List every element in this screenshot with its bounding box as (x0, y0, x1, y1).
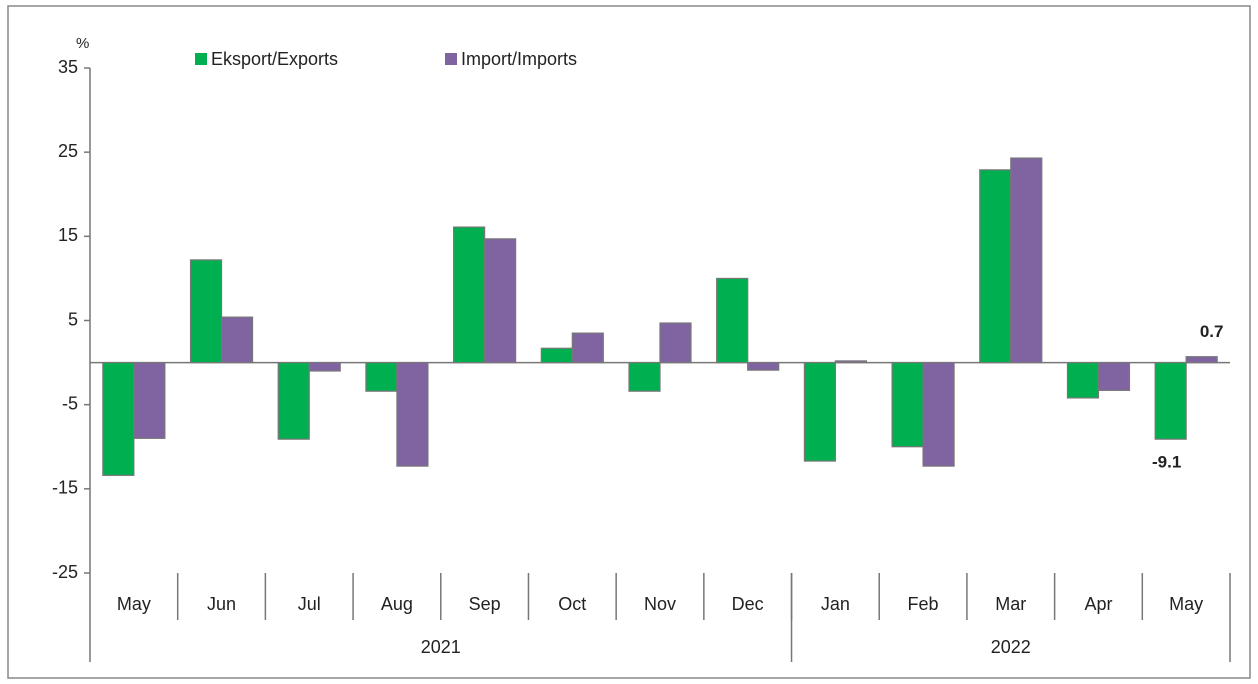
y-tick-label: 35 (58, 57, 78, 77)
bar (220, 316, 254, 364)
bar (659, 322, 692, 364)
legend-label: Import/Imports (461, 49, 577, 69)
bar (891, 361, 924, 448)
bar (277, 361, 310, 440)
bar (716, 277, 749, 364)
y-tick-label: -5 (62, 393, 78, 413)
bar (1010, 157, 1043, 364)
bar (540, 347, 573, 364)
bar (1154, 361, 1187, 440)
data-label: -9.1 (1152, 453, 1181, 472)
bar (308, 361, 341, 372)
bar (922, 361, 955, 467)
frame (7, 5, 1251, 679)
x-tick-label: Nov (644, 594, 676, 614)
bar (1185, 356, 1218, 364)
x-tick-label: Apr (1084, 594, 1112, 614)
x-tick-label: Aug (381, 594, 413, 614)
y-tick-label: -15 (52, 478, 78, 498)
bar (834, 360, 867, 364)
bar (571, 332, 604, 364)
x-tick-label: Feb (908, 594, 939, 614)
bar (747, 361, 780, 371)
bar (365, 361, 398, 392)
x-tick-label: Dec (732, 594, 764, 614)
bar (453, 226, 486, 364)
x-tick-label: Oct (558, 594, 586, 614)
y-tick-label: 25 (58, 141, 78, 161)
legend-label: Eksport/Exports (211, 49, 338, 69)
x-tick-label: May (1169, 594, 1203, 614)
x-tick-label: Sep (469, 594, 501, 614)
data-label: 0.7 (1200, 322, 1224, 341)
bar (1097, 361, 1131, 391)
y-axis-label: % (76, 35, 89, 52)
x-tick-label: Jan (821, 594, 850, 614)
legend-swatch (195, 53, 207, 65)
bar (803, 361, 836, 462)
legend-swatch (445, 53, 457, 65)
bar (133, 361, 166, 439)
y-tick-label: -25 (52, 562, 78, 582)
x-tick-label: May (117, 594, 151, 614)
bar (189, 259, 223, 364)
x-tick-label: Jul (298, 594, 321, 614)
bar (1066, 361, 1100, 399)
bar (979, 169, 1012, 364)
x-tick-label: Mar (995, 594, 1026, 614)
y-tick-label: 5 (68, 309, 78, 329)
bar (628, 361, 661, 392)
bar (396, 361, 429, 467)
x-tick-label: Jun (207, 594, 236, 614)
group-label: 2022 (991, 637, 1031, 657)
bar (102, 361, 135, 476)
bar (484, 238, 517, 364)
y-tick-label: 15 (58, 225, 78, 245)
group-label: 2021 (421, 637, 461, 657)
